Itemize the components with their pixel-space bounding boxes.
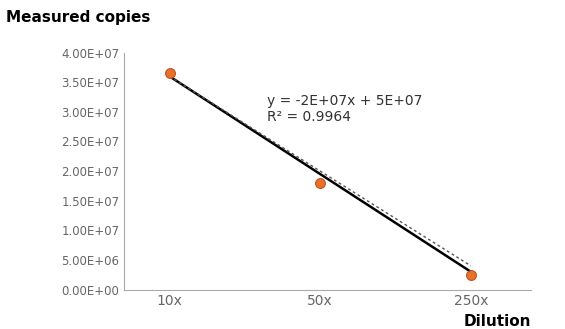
X-axis label: Dilution: Dilution bbox=[464, 314, 531, 329]
Point bbox=[466, 272, 475, 277]
Point bbox=[165, 71, 174, 76]
Point bbox=[316, 180, 325, 186]
Text: Measured copies: Measured copies bbox=[6, 10, 150, 25]
Text: y = -2E+07x + 5E+07
R² = 0.9964: y = -2E+07x + 5E+07 R² = 0.9964 bbox=[267, 94, 423, 124]
